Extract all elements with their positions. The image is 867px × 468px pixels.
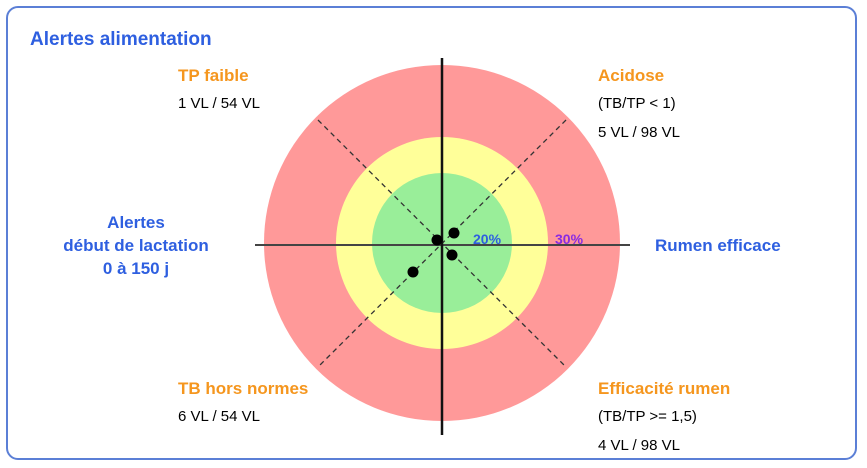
right-axis-label: Rumen efficace [655,236,781,255]
data-point [448,227,460,239]
quadrant-tl-counts: 1 VL / 54 VL [178,95,261,112]
panel-title: Alertes alimentation [30,29,212,50]
ring-label-20: 20% [473,231,502,247]
panel-frame [6,6,857,460]
quadrant-bl-counts: 6 VL / 54 VL [178,408,261,425]
data-point [446,249,458,261]
data-point [431,234,443,246]
left-axis-line2: début de lactation [63,236,209,255]
quadrant-br-label: Efficacité rumen [598,379,731,398]
quadrant-tl-label: TP faible [178,66,249,85]
quadrant-br-condition: (TB/TP >= 1,5) [598,408,697,425]
quadrant-tr-label: Acidose [598,66,665,85]
quadrant-tr-condition: (TB/TP < 1) [598,95,676,112]
left-axis-line3: 0 à 150 j [102,259,170,278]
quadrant-tr-counts: 5 VL / 98 VL [598,124,681,141]
left-axis-line1: Alertes [107,213,165,232]
quadrant-br-counts: 4 VL / 98 VL [598,437,681,454]
ring-label-30: 30% [555,231,584,247]
quadrant-bl-label: TB hors normes [178,379,309,398]
data-point [407,266,419,278]
